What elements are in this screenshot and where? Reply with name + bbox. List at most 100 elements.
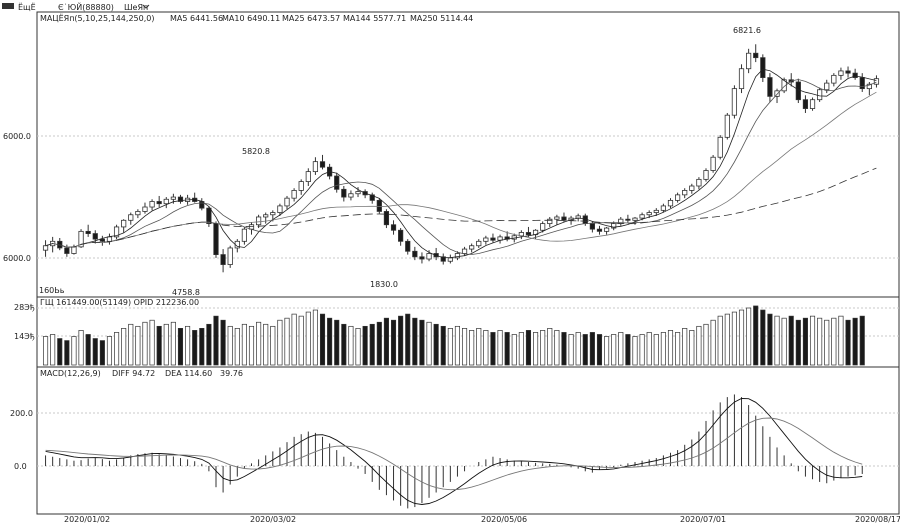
volume-bar [504, 332, 510, 366]
volume-y-tick-upper: 28Эђ [14, 303, 35, 312]
volume-bar [831, 317, 837, 366]
volume-bar [682, 328, 688, 366]
volume-bar [277, 319, 283, 366]
volume-bar [589, 332, 595, 366]
candle-body [831, 74, 837, 84]
volume-bar [433, 323, 439, 366]
volume-bar [802, 317, 808, 366]
volume-bar [383, 317, 389, 366]
volume-bar [114, 332, 120, 366]
volume-bar [78, 330, 84, 366]
candlestick-series [42, 44, 880, 273]
candle-body [398, 229, 404, 242]
ma-line-10 [45, 79, 877, 255]
macd-dea-line [45, 417, 863, 491]
candle-body [85, 230, 91, 234]
volume-bar [518, 332, 524, 366]
volume-bars [42, 305, 865, 366]
instrument-code[interactable]: Є˙ЮЙ(88880) [58, 1, 114, 12]
volume-bar [128, 323, 134, 366]
title-bar: chart-window-icon ЁщЁ Є˙ЮЙ(88880) ШеЯп [0, 0, 900, 12]
candle-body [660, 205, 666, 211]
volume-bar [525, 330, 532, 366]
period-selector[interactable]: ШеЯп [124, 3, 148, 12]
candle-body [412, 250, 418, 258]
candle-body [703, 170, 709, 180]
candle-body [767, 77, 773, 97]
candle-body [866, 83, 872, 90]
candle-body [852, 72, 858, 78]
candle-body [383, 211, 390, 226]
volume-bar [206, 323, 212, 366]
volume-bar [163, 323, 169, 366]
candle-body [454, 253, 461, 259]
volume-bar [824, 319, 830, 366]
candle-body [469, 245, 475, 250]
volume-bar [476, 328, 482, 366]
candle-body [135, 211, 141, 216]
volume-bar [717, 315, 723, 366]
volume-bar [767, 313, 773, 366]
volume-bar [675, 332, 681, 366]
candle-body [220, 254, 226, 265]
volume-bar [724, 313, 730, 366]
volume-bar [419, 319, 425, 366]
chevron-down-icon[interactable] [142, 4, 150, 9]
candle-body [717, 136, 723, 158]
volume-bar [99, 340, 105, 366]
volume-bar [746, 307, 752, 366]
volume-bar [554, 330, 560, 366]
price-y-tick-lower: 6000.0 [3, 254, 31, 263]
candle-body [156, 201, 162, 205]
candle-body [447, 257, 453, 262]
candle-body [64, 247, 70, 254]
volume-bar [71, 336, 77, 366]
volume-bar [852, 317, 858, 366]
volume-bar [774, 315, 780, 366]
ma250-value: MA250 5114.44 [410, 14, 473, 23]
chart-window-icon [2, 3, 14, 9]
volume-bar [177, 328, 184, 366]
volume-bar [795, 319, 801, 366]
volume-bar [355, 328, 361, 366]
volume-bar [135, 325, 141, 366]
candle-body [817, 89, 823, 101]
volume-bar [625, 334, 631, 366]
volume-bar [440, 325, 446, 366]
candle-body [859, 77, 865, 90]
candle-body [390, 224, 397, 231]
macd-value: 39.76 [220, 369, 243, 378]
volume-bar [348, 325, 354, 366]
candle-body [873, 78, 880, 85]
volume-bar [660, 332, 666, 366]
instrument-name: ЁщЁ [18, 2, 36, 12]
volume-bar [596, 334, 603, 366]
macd-diff-line [45, 398, 863, 505]
volume-bar [511, 334, 517, 366]
candle-body [476, 240, 482, 247]
candle-body [603, 227, 610, 232]
candle-body [653, 209, 659, 213]
volume-bar [42, 336, 49, 366]
candle-body [724, 114, 730, 138]
volume-bar [561, 332, 567, 366]
ma-header[interactable]: MAЦЁЯп(5,10,25,144,250,0) [40, 13, 154, 23]
volume-bar [760, 309, 766, 366]
volume-bar [121, 328, 127, 366]
ma-legend: MAЦЁЯп(5,10,25,144,250,0) MA5 6441.56 MA… [40, 13, 473, 23]
moving-average-lines [45, 68, 877, 259]
candle-body [227, 247, 233, 265]
volume-bar [220, 319, 226, 366]
volume-bar [57, 338, 63, 366]
candle-body [113, 226, 120, 238]
candle-body [632, 217, 638, 221]
volume-bar [334, 319, 340, 366]
macd-y-tick-upper: 200.0 [10, 409, 33, 418]
volume-bar [738, 309, 745, 366]
candle-body [696, 178, 702, 187]
candle-body [483, 237, 489, 242]
volume-bar [859, 315, 865, 366]
volume-bar [533, 332, 539, 366]
volume-bar [483, 330, 489, 366]
